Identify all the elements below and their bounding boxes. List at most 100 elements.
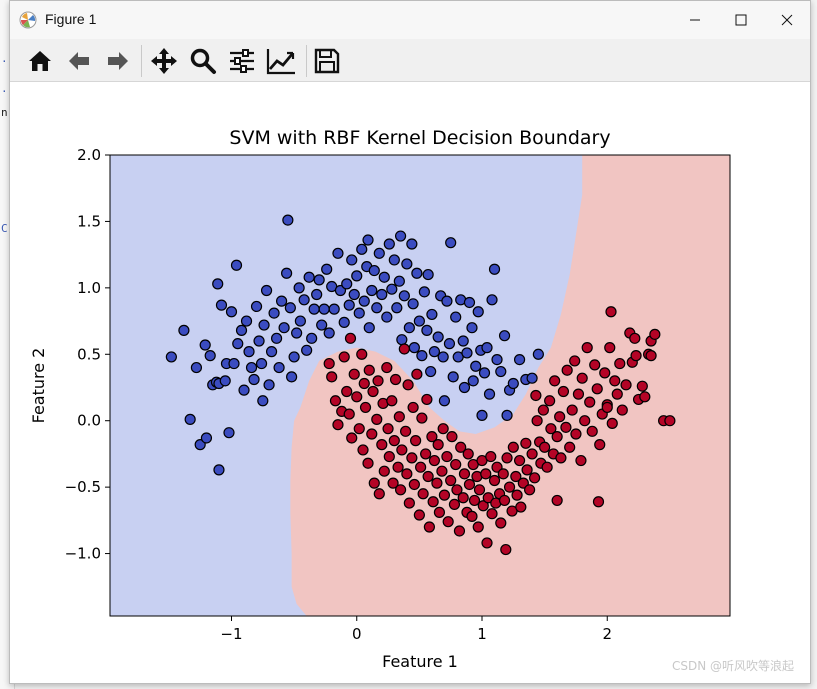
- class1-point: [382, 423, 394, 435]
- class0-point: [458, 381, 471, 394]
- class1-point: [431, 477, 443, 489]
- class0-point: [275, 295, 288, 307]
- class0-point: [396, 334, 408, 346]
- class1-point: [371, 413, 383, 425]
- class0-point: [343, 299, 355, 311]
- class1-point: [344, 332, 357, 344]
- class1-point: [392, 461, 404, 473]
- class0-point: [232, 338, 244, 350]
- class0-point: [526, 372, 538, 384]
- class1-point: [448, 498, 461, 511]
- class0-point: [501, 409, 513, 421]
- class0-point: [507, 377, 519, 390]
- class1-point: [396, 444, 408, 456]
- class1-point: [372, 375, 384, 387]
- class0-point: [373, 247, 385, 259]
- class1-point: [576, 372, 588, 384]
- y-tick-label: −1.0: [65, 545, 101, 563]
- forward-button[interactable]: [103, 46, 133, 76]
- title-bar[interactable]: Figure 1: [10, 1, 810, 39]
- class1-point: [500, 543, 512, 556]
- class0-point: [240, 315, 253, 327]
- class1-point: [551, 431, 563, 443]
- class1-point: [604, 342, 616, 354]
- class1-point: [495, 517, 507, 529]
- class1-point: [486, 508, 498, 520]
- class0-point: [467, 375, 479, 387]
- close-icon: [781, 14, 793, 26]
- class1-point: [561, 364, 573, 376]
- class1-point: [537, 404, 549, 416]
- class0-point: [388, 254, 400, 266]
- class0-point: [243, 346, 255, 358]
- class0-point: [488, 263, 501, 275]
- class1-point: [376, 439, 388, 451]
- home-button[interactable]: [25, 46, 55, 76]
- class1-point: [445, 474, 457, 487]
- class0-point: [371, 302, 383, 314]
- class1-point: [362, 457, 374, 469]
- class1-point: [422, 470, 434, 483]
- class1-point: [398, 343, 410, 355]
- figure-canvas[interactable]: −1 0 1 2 2.0 1.5 1.0 0.5 0.0 −0.5 −1.0 SVM with R…: [10, 82, 810, 682]
- class1-point: [560, 421, 572, 433]
- back-button[interactable]: [64, 46, 94, 76]
- class0-point: [406, 238, 418, 250]
- class1-point: [343, 408, 355, 420]
- class0-point: [238, 384, 250, 396]
- class1-point: [426, 431, 438, 443]
- close-button[interactable]: [764, 1, 810, 39]
- class1-point: [549, 375, 561, 387]
- class1-point: [575, 454, 587, 467]
- class1-point: [437, 423, 449, 435]
- class0-point: [478, 367, 491, 379]
- class0-point: [428, 346, 441, 358]
- class1-point: [368, 477, 380, 489]
- class0-point: [421, 324, 433, 336]
- class0-point: [253, 335, 265, 347]
- class0-point: [411, 267, 423, 279]
- maximize-button[interactable]: [718, 1, 764, 39]
- class1-point: [438, 489, 451, 501]
- class1-point: [416, 412, 428, 424]
- class1-point: [373, 488, 385, 500]
- class1-point: [462, 448, 474, 460]
- class1-point: [584, 396, 596, 408]
- class1-point: [614, 357, 626, 370]
- class1-point: [620, 379, 632, 391]
- zoom-button[interactable]: [188, 46, 218, 76]
- class0-point: [260, 284, 273, 297]
- pan-button[interactable]: [149, 46, 179, 76]
- class1-point: [453, 525, 466, 537]
- minimize-button[interactable]: [672, 1, 718, 39]
- class0-point: [332, 247, 344, 259]
- class1-point: [569, 355, 581, 367]
- class1-point: [503, 481, 516, 493]
- class1-point: [481, 537, 493, 549]
- class0-point: [443, 338, 456, 350]
- class0-point: [255, 357, 268, 370]
- class0-point: [422, 268, 434, 281]
- class0-point: [401, 258, 413, 270]
- class1-point: [507, 441, 519, 453]
- class1-point: [664, 415, 676, 427]
- edit-axis-button[interactable]: [266, 46, 296, 76]
- class0-point: [184, 413, 196, 425]
- class1-point: [591, 383, 603, 395]
- class1-point: [407, 401, 419, 414]
- navigation-toolbar: [10, 39, 810, 82]
- save-button[interactable]: [312, 46, 342, 76]
- configure-subplots-button[interactable]: [227, 46, 257, 76]
- y-tick-label: −0.5: [65, 478, 101, 496]
- class0-point: [463, 296, 476, 309]
- plot-svg[interactable]: −1 0 1 2 2.0 1.5 1.0 0.5 0.0 −0.5 −1.0 SVM with R…: [10, 82, 810, 682]
- class1-point: [636, 380, 648, 392]
- forward-icon: [108, 52, 128, 70]
- class1-point: [394, 484, 407, 496]
- class0-point: [281, 267, 293, 279]
- y-axis-ticks: 2.0 1.5 1.0 0.5 0.0 −0.5 −1.0: [65, 146, 110, 563]
- class0-point: [470, 360, 482, 372]
- class1-point: [458, 468, 471, 480]
- class0-point: [483, 388, 496, 400]
- class0-point: [250, 300, 263, 313]
